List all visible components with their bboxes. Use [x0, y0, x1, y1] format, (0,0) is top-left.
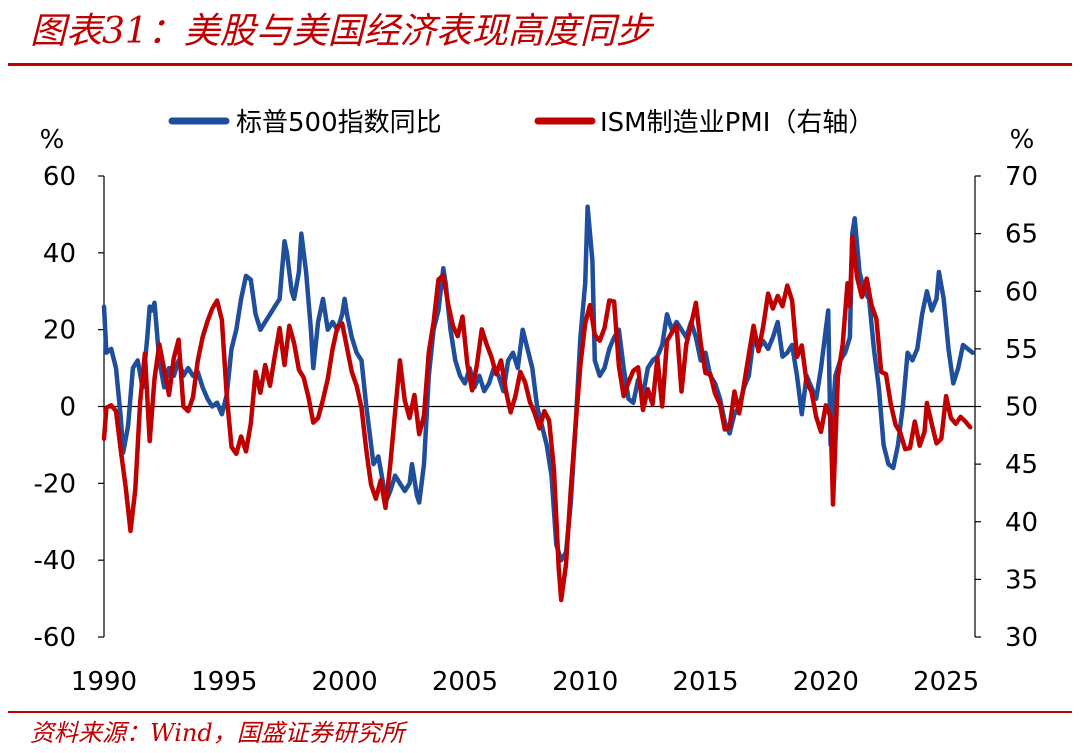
right-tick-label: 65	[1005, 220, 1038, 250]
right-axis-unit: %	[1010, 125, 1035, 155]
right-tick-label: 35	[1005, 565, 1038, 595]
right-tick-label: 45	[1005, 450, 1038, 480]
series-line-sp500	[101, 204, 975, 563]
source-note: 资料来源：Wind，国盛证券研究所	[30, 719, 405, 747]
left-tick-label: 0	[59, 393, 76, 423]
right-tick-label: 55	[1005, 335, 1038, 365]
left-tick-label: 40	[43, 239, 76, 269]
x-tick-label: 2020	[793, 667, 859, 697]
left-axis-unit: %	[40, 125, 65, 155]
legend-label-ism: ISM制造业PMI（右轴）	[600, 108, 874, 138]
page-title: 图表31：美股与美国经济表现高度同步	[30, 11, 652, 52]
right-tick-label: 50	[1005, 393, 1038, 423]
chart-legend: 标普500指数同比 ISM制造业PMI（右轴）	[168, 108, 874, 138]
left-tick-label: -20	[34, 469, 76, 499]
chart-series	[101, 204, 975, 603]
right-tick-label: 40	[1005, 508, 1038, 538]
x-tick-label: 2010	[552, 667, 618, 697]
right-tick-label: 60	[1005, 277, 1038, 307]
chart-axes: 60 40 20 0 -20 -40 -60 70 65 60 55 50 45 40 35 30 1990 19…	[34, 162, 1039, 697]
title-divider	[8, 63, 1072, 66]
x-tick-label: 2000	[312, 667, 378, 697]
series-line-ism	[101, 234, 973, 603]
x-tick-label: 2005	[432, 667, 498, 697]
left-tick-label: -60	[34, 623, 76, 653]
left-tick-label: 20	[43, 316, 76, 346]
left-tick-label: 60	[43, 162, 76, 192]
right-tick-label: 70	[1005, 162, 1038, 192]
x-tick-label: 1995	[191, 667, 257, 697]
right-tick-label: 30	[1005, 623, 1038, 653]
legend-label-sp500: 标普500指数同比	[236, 108, 442, 138]
x-tick-label: 1990	[71, 667, 137, 697]
x-tick-label: 2025	[913, 667, 979, 697]
x-tick-label: 2015	[672, 667, 738, 697]
footer-divider	[8, 711, 1072, 713]
left-tick-label: -40	[34, 546, 76, 576]
